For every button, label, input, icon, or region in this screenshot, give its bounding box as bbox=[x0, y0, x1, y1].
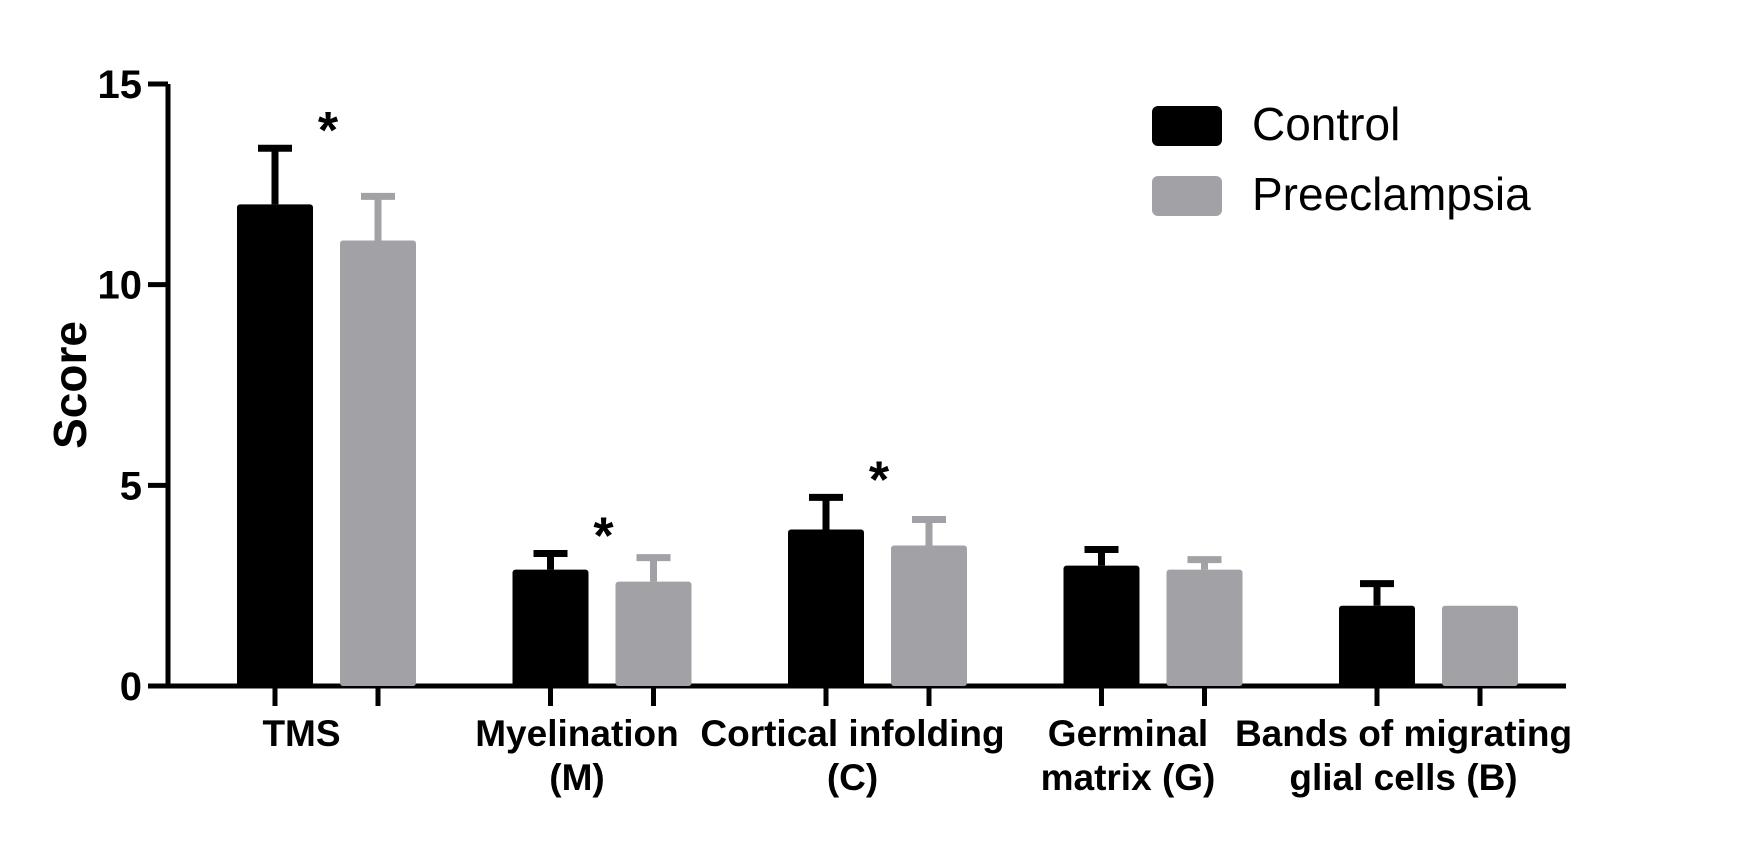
category-label: TMS bbox=[262, 713, 340, 754]
bar-control bbox=[237, 204, 313, 686]
y-tick-label: 10 bbox=[98, 264, 143, 308]
y-tick-label: 15 bbox=[98, 63, 143, 107]
bar-preeclampsia bbox=[1442, 605, 1518, 686]
significance-marker: * bbox=[318, 102, 339, 160]
legend-label: Control bbox=[1252, 98, 1400, 150]
significance-marker: * bbox=[593, 508, 614, 566]
category-label: glial cells (B) bbox=[1289, 757, 1517, 798]
bar-preeclampsia bbox=[615, 581, 692, 686]
bar-control bbox=[512, 569, 589, 686]
y-axis-label: Score bbox=[44, 321, 96, 449]
bar-preeclampsia bbox=[340, 240, 416, 686]
bar-control bbox=[1063, 565, 1140, 686]
category-label: Myelination bbox=[475, 713, 679, 754]
category-labels: TMS Myelination(M) Cortical infolding(C) Ge… bbox=[262, 713, 1572, 798]
bar-preeclampsia bbox=[1166, 569, 1243, 686]
category-label: (M) bbox=[549, 757, 604, 798]
bar-control bbox=[788, 529, 864, 686]
y-tick-label: 0 bbox=[120, 665, 142, 709]
legend-swatch bbox=[1152, 106, 1222, 146]
y-tick-label: 5 bbox=[120, 464, 142, 508]
category-label: matrix (G) bbox=[1041, 757, 1216, 798]
significance-marker: * bbox=[869, 451, 890, 509]
category-label: Cortical infolding bbox=[700, 713, 1004, 754]
bar-preeclampsia bbox=[891, 545, 967, 686]
category-label: Germinal bbox=[1048, 713, 1208, 754]
legend-label: Preeclampsia bbox=[1252, 168, 1531, 220]
category-label: Bands of migrating bbox=[1235, 713, 1572, 754]
bars: * * * bbox=[237, 102, 1518, 686]
category-label: (C) bbox=[827, 757, 878, 798]
bar-control bbox=[1339, 605, 1415, 686]
legend: Control Preeclampsia bbox=[1152, 98, 1531, 220]
legend-swatch bbox=[1152, 176, 1222, 216]
